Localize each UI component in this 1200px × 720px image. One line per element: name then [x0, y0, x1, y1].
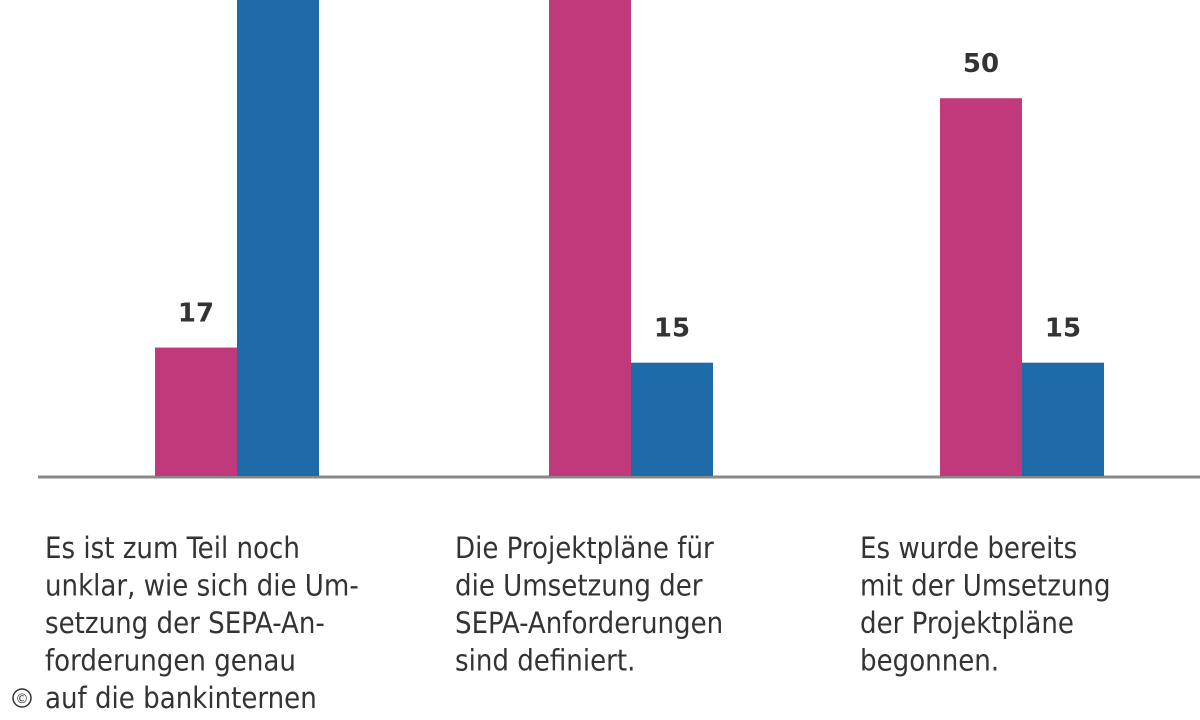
category-label: unklar, wie sich die Um-: [45, 569, 359, 603]
bar: [155, 347, 237, 476]
copyright-icon: [12, 688, 32, 708]
category-label: auf die bankinternen: [45, 681, 317, 715]
bar: [631, 362, 713, 476]
bar: [549, 0, 631, 476]
category-label: SEPA-Anforderungen: [455, 606, 723, 640]
category-label: Die Projektpläne für: [455, 531, 714, 565]
bar: [1022, 362, 1104, 476]
category-label: Es wurde bereits: [860, 531, 1077, 565]
category-label: die Umsetzung der: [455, 569, 703, 603]
category-label: Es ist zum Teil noch: [45, 531, 300, 565]
category-label: sind definiert.: [455, 644, 635, 678]
value-label: 15: [1045, 314, 1081, 344]
bar: [237, 0, 319, 477]
category-label: begonnen.: [860, 644, 999, 678]
value-label: 17: [178, 299, 214, 329]
value-label: 50: [963, 49, 999, 79]
bar: [940, 98, 1022, 476]
category-label: mit der Umsetzung: [860, 569, 1111, 603]
copyright: ©: [16, 692, 29, 707]
category-label: forderungen genau: [45, 644, 296, 678]
value-label: 15: [654, 314, 690, 344]
category-label: setzung der SEPA-An-: [45, 606, 325, 640]
category-label: der Projektpläne: [860, 606, 1074, 640]
